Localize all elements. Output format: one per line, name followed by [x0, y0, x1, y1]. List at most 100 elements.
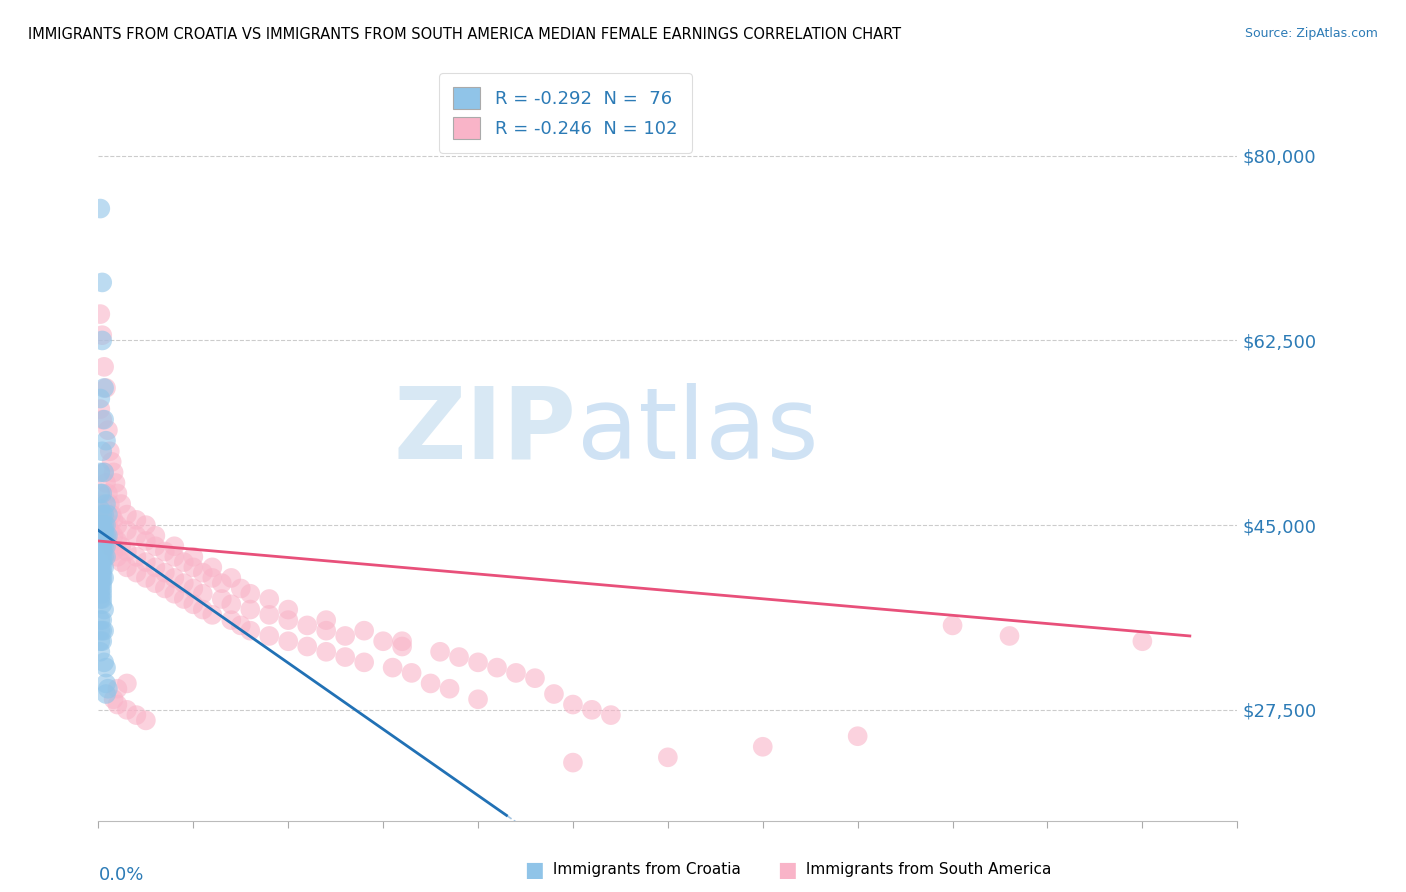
Point: [277, 613, 299, 627]
Point: [163, 549, 186, 564]
Point: [229, 582, 252, 596]
Text: Source: ZipAtlas.com: Source: ZipAtlas.com: [1244, 27, 1378, 40]
Point: [110, 555, 132, 569]
Point: [191, 587, 214, 601]
Point: [562, 756, 585, 770]
Point: [97, 518, 120, 533]
Point: [91, 634, 114, 648]
Point: [91, 566, 114, 580]
Point: [91, 544, 114, 558]
Text: Immigrants from South America: Immigrants from South America: [801, 863, 1052, 877]
Point: [97, 681, 120, 696]
Point: [91, 508, 114, 522]
Point: [89, 202, 111, 216]
Point: [97, 423, 120, 437]
Point: [103, 513, 125, 527]
Point: [93, 466, 115, 480]
Point: [93, 524, 115, 538]
Point: [93, 412, 115, 426]
Point: [89, 544, 111, 558]
Point: [103, 529, 125, 543]
Point: [89, 466, 111, 480]
Point: [94, 497, 117, 511]
Point: [467, 692, 489, 706]
Point: [259, 629, 281, 643]
Point: [91, 518, 114, 533]
Point: [183, 582, 205, 596]
Point: [145, 560, 167, 574]
Point: [94, 475, 117, 490]
Point: [107, 549, 129, 564]
Point: [103, 544, 125, 558]
Point: [315, 613, 337, 627]
Point: [401, 665, 423, 680]
Point: [91, 486, 114, 500]
Point: [89, 624, 111, 638]
Point: [429, 645, 451, 659]
Point: [107, 698, 129, 712]
Point: [107, 681, 129, 696]
Point: [94, 676, 117, 690]
Point: [239, 602, 262, 616]
Point: [315, 645, 337, 659]
Point: [89, 502, 111, 516]
Point: [89, 486, 111, 500]
Point: [93, 359, 115, 374]
Point: [93, 533, 115, 548]
Point: [94, 529, 117, 543]
Point: [439, 681, 461, 696]
Point: [93, 529, 115, 543]
Point: [125, 549, 148, 564]
Point: [239, 624, 262, 638]
Point: [381, 660, 404, 674]
Point: [91, 560, 114, 574]
Point: [91, 524, 114, 538]
Point: [173, 592, 195, 607]
Point: [91, 587, 114, 601]
Point: [153, 582, 176, 596]
Point: [135, 555, 157, 569]
Point: [211, 576, 233, 591]
Point: [91, 334, 114, 348]
Point: [100, 455, 122, 469]
Point: [125, 529, 148, 543]
Point: [104, 475, 127, 490]
Point: [107, 518, 129, 533]
Point: [335, 650, 357, 665]
Point: [98, 539, 121, 553]
Point: [183, 549, 205, 564]
Point: [103, 466, 125, 480]
Point: [93, 466, 115, 480]
Point: [259, 607, 281, 622]
Point: [91, 518, 114, 533]
Point: [89, 576, 111, 591]
Point: [277, 602, 299, 616]
Point: [115, 676, 138, 690]
Point: [89, 613, 111, 627]
Point: [91, 529, 114, 543]
Text: ■: ■: [778, 860, 797, 880]
Point: [91, 444, 114, 458]
Text: ■: ■: [524, 860, 544, 880]
Point: [315, 624, 337, 638]
Point: [100, 508, 122, 522]
Point: [259, 592, 281, 607]
Point: [752, 739, 775, 754]
Point: [91, 613, 114, 627]
Point: [297, 640, 319, 654]
Point: [89, 307, 111, 321]
Point: [89, 645, 111, 659]
Point: [89, 539, 111, 553]
Point: [89, 518, 111, 533]
Point: [115, 524, 138, 538]
Point: [145, 576, 167, 591]
Point: [942, 618, 965, 632]
Point: [93, 571, 115, 585]
Point: [98, 497, 121, 511]
Point: [163, 539, 186, 553]
Point: [89, 392, 111, 406]
Point: [335, 629, 357, 643]
Point: [1132, 634, 1154, 648]
Point: [97, 486, 120, 500]
Point: [91, 582, 114, 596]
